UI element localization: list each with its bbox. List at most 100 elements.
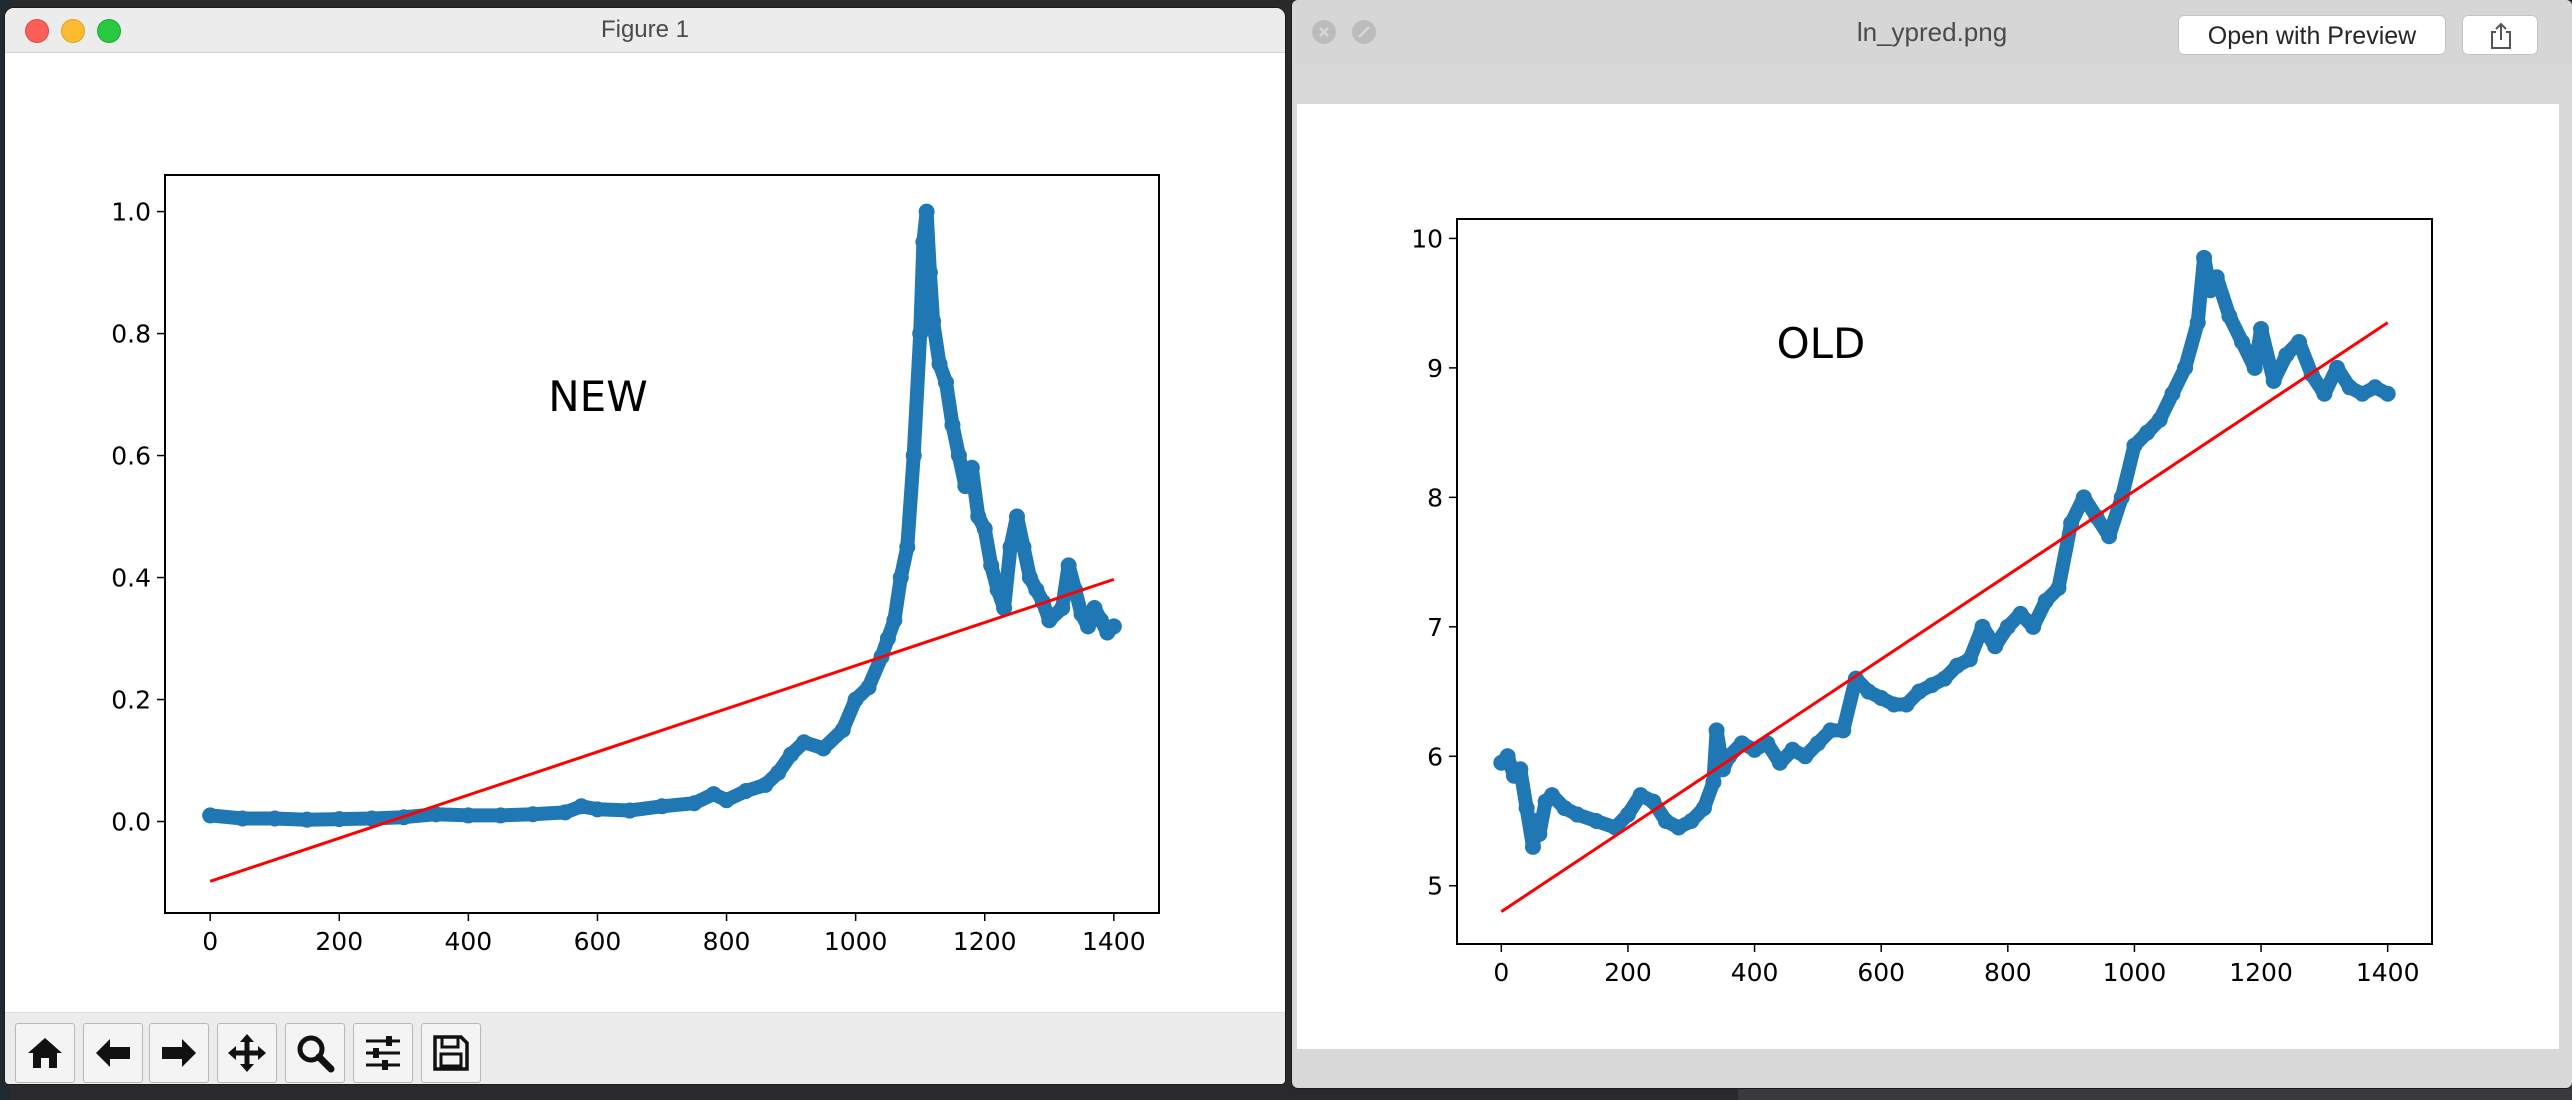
- scatter-point: [2075, 489, 2092, 506]
- scatter-point: [1588, 813, 1605, 830]
- scatter-point: [918, 203, 935, 220]
- scatter-point: [654, 798, 670, 815]
- preview-close-button[interactable]: [1312, 20, 1336, 44]
- scatter-point: [1835, 722, 1852, 739]
- scatter-point: [718, 792, 735, 809]
- home-button[interactable]: [15, 1023, 75, 1083]
- x-tick-label: 0: [202, 927, 218, 956]
- scatter-point: [938, 374, 954, 391]
- scatter-point: [234, 810, 251, 827]
- scatter-point: [363, 810, 380, 827]
- x-tick-label: 600: [574, 927, 622, 956]
- zoom-button[interactable]: [285, 1023, 345, 1083]
- share-button[interactable]: [2462, 15, 2538, 55]
- scatter-point: [2151, 411, 2168, 428]
- subplots-button[interactable]: [353, 1023, 413, 1083]
- pan-icon: [228, 1034, 266, 1072]
- scatter-point: [573, 798, 590, 815]
- scatter-point: [492, 807, 509, 824]
- scatter-point: [1619, 806, 1636, 823]
- scatter-point: [944, 417, 961, 434]
- scatter-point: [1543, 787, 1560, 804]
- scatter-point: [1695, 800, 1712, 817]
- figure-window-title: Figure 1: [600, 16, 690, 43]
- scatter-point: [1670, 819, 1687, 836]
- scatter-point: [1923, 677, 1940, 694]
- scatter-point: [2354, 385, 2371, 402]
- scatter-point: [2278, 346, 2295, 363]
- scatter-point: [1060, 557, 1077, 574]
- zoom-window-button[interactable]: [97, 19, 121, 43]
- figure-titlebar[interactable]: Figure 1: [5, 8, 1285, 53]
- open-with-preview-button[interactable]: Open with Preview: [2178, 15, 2446, 55]
- y-tick-label: 5: [1427, 872, 1443, 901]
- scatter-point: [1080, 618, 1096, 635]
- scatter-point: [1999, 618, 2016, 635]
- chart-new: 0 200 400 600 800 1000 1200 1400 0.0 0.2 0.4 0.6 0.8…: [111, 174, 1160, 956]
- scatter-point: [1974, 618, 1991, 635]
- scatter-point: [1105, 618, 1122, 635]
- preview-fullscreen-button[interactable]: [1352, 20, 1376, 44]
- scatter-point: [589, 801, 606, 818]
- y-tick-label: 8: [1427, 483, 1443, 512]
- scatter-point: [2050, 579, 2067, 596]
- x-tick-label: 800: [1984, 958, 2032, 987]
- back-arrow-icon: [96, 1039, 130, 1067]
- scatter-point: [2037, 592, 2054, 609]
- y-tick-label: 7: [1427, 613, 1443, 642]
- scatter-point: [2126, 437, 2143, 454]
- scatter-point: [1784, 741, 1801, 758]
- scatter-point: [1092, 612, 1109, 629]
- scatter-point: [1936, 670, 1953, 687]
- minimize-button[interactable]: [61, 19, 85, 43]
- scatter-point: [915, 234, 932, 251]
- scatter-point: [886, 612, 903, 629]
- forward-button[interactable]: [149, 1023, 209, 1083]
- plot-frame: [1456, 218, 2433, 945]
- scatter-point: [879, 630, 896, 647]
- scatter-point: [2265, 372, 2282, 389]
- x-tick-label: 1200: [953, 927, 1017, 956]
- scatter-point: [202, 807, 219, 824]
- scatter-point: [950, 447, 967, 464]
- preview-window-title: ln_ypred.png: [1856, 17, 2008, 47]
- y-tick-label: 0.6: [111, 442, 151, 471]
- scatter-point: [621, 802, 638, 819]
- scatter-point: [2316, 385, 2333, 402]
- scatter-point: [1911, 683, 1928, 700]
- x-tick-label: 600: [1857, 958, 1905, 987]
- close-button[interactable]: [25, 19, 49, 43]
- scatter-point: [1797, 748, 1814, 765]
- scatter-point: [2063, 515, 2080, 532]
- pan-button[interactable]: [217, 1023, 277, 1083]
- scatter-point: [783, 746, 800, 763]
- scatter-point: [686, 795, 703, 812]
- scatter-point: [1771, 754, 1788, 771]
- preview-titlebar[interactable]: ln_ypred.png Open with Preview: [1292, 0, 2572, 64]
- scatter-point: [2196, 249, 2213, 266]
- back-button[interactable]: [83, 1023, 143, 1083]
- x-tick-label: 1200: [2229, 958, 2293, 987]
- scatter-point: [860, 679, 877, 696]
- scatter-point: [1683, 813, 1700, 830]
- scatter-point: [428, 806, 445, 823]
- scatter-point: [557, 804, 574, 821]
- scatter-point: [912, 325, 929, 342]
- x-tick-label: 1000: [2103, 958, 2167, 987]
- scatter-point: [1721, 748, 1738, 765]
- share-icon: [2491, 22, 2511, 49]
- y-tick-label: 9: [1427, 354, 1443, 383]
- scatter-point: [757, 776, 774, 793]
- scatter-point: [1632, 787, 1649, 804]
- plot-annotation: NEW: [548, 372, 647, 421]
- scatter-point: [1531, 825, 1548, 842]
- scatter-point: [2189, 314, 2206, 331]
- save-button[interactable]: [421, 1023, 481, 1083]
- scatter-point: [2234, 333, 2251, 350]
- forward-arrow-icon: [162, 1039, 196, 1067]
- scatter-point: [1987, 638, 2004, 655]
- scatter-point: [2101, 528, 2118, 545]
- scatter-point: [331, 811, 348, 828]
- scatter-point: [705, 786, 722, 803]
- scatter-point: [1015, 539, 1032, 556]
